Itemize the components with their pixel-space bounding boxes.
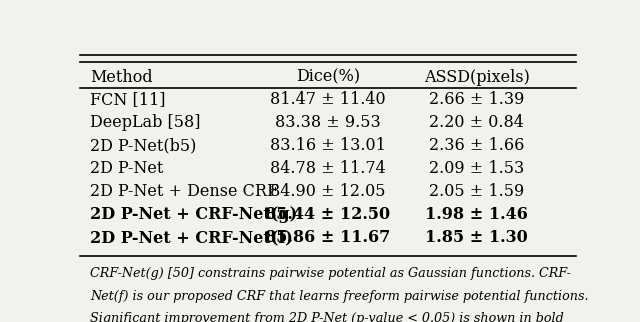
Text: 1.98 ± 1.46: 1.98 ± 1.46	[426, 206, 528, 223]
Text: FCN [11]: FCN [11]	[90, 91, 165, 108]
Text: 2D P-Net + Dense CRF: 2D P-Net + Dense CRF	[90, 183, 278, 200]
Text: 2.09 ± 1.53: 2.09 ± 1.53	[429, 160, 524, 177]
Text: 2.05 ± 1.59: 2.05 ± 1.59	[429, 183, 524, 200]
Text: DeepLab [58]: DeepLab [58]	[90, 114, 200, 131]
Text: 2D P-Net(b5): 2D P-Net(b5)	[90, 137, 196, 154]
Text: Dice(%): Dice(%)	[296, 69, 360, 86]
Text: 83.38 ± 9.53: 83.38 ± 9.53	[275, 114, 381, 131]
Text: 2.36 ± 1.66: 2.36 ± 1.66	[429, 137, 525, 154]
Text: 85.86 ± 11.67: 85.86 ± 11.67	[266, 229, 390, 246]
Text: 84.78 ± 11.74: 84.78 ± 11.74	[270, 160, 386, 177]
Text: 2D P-Net + CRF-Net(f): 2D P-Net + CRF-Net(f)	[90, 229, 292, 246]
Text: 85.44 ± 12.50: 85.44 ± 12.50	[266, 206, 390, 223]
Text: Method: Method	[90, 69, 152, 86]
Text: Net(f) is our proposed CRF that learns freeform pairwise potential functions.: Net(f) is our proposed CRF that learns f…	[90, 289, 588, 302]
Text: CRF-Net(g) [50] constrains pairwise potential as Gaussian functions. CRF-: CRF-Net(g) [50] constrains pairwise pote…	[90, 267, 571, 280]
Text: 81.47 ± 11.40: 81.47 ± 11.40	[270, 91, 386, 108]
Text: 83.16 ± 13.01: 83.16 ± 13.01	[270, 137, 386, 154]
Text: 2D P-Net: 2D P-Net	[90, 160, 163, 177]
Text: 84.90 ± 12.05: 84.90 ± 12.05	[270, 183, 386, 200]
Text: 2.66 ± 1.39: 2.66 ± 1.39	[429, 91, 525, 108]
Text: 2D P-Net + CRF-Net(g): 2D P-Net + CRF-Net(g)	[90, 206, 297, 223]
Text: 1.85 ± 1.30: 1.85 ± 1.30	[426, 229, 528, 246]
Text: ASSD(pixels): ASSD(pixels)	[424, 69, 530, 86]
Text: Significant improvement from 2D P-Net (p-value < 0.05) is shown in bold: Significant improvement from 2D P-Net (p…	[90, 312, 564, 322]
Text: 2.20 ± 0.84: 2.20 ± 0.84	[429, 114, 524, 131]
